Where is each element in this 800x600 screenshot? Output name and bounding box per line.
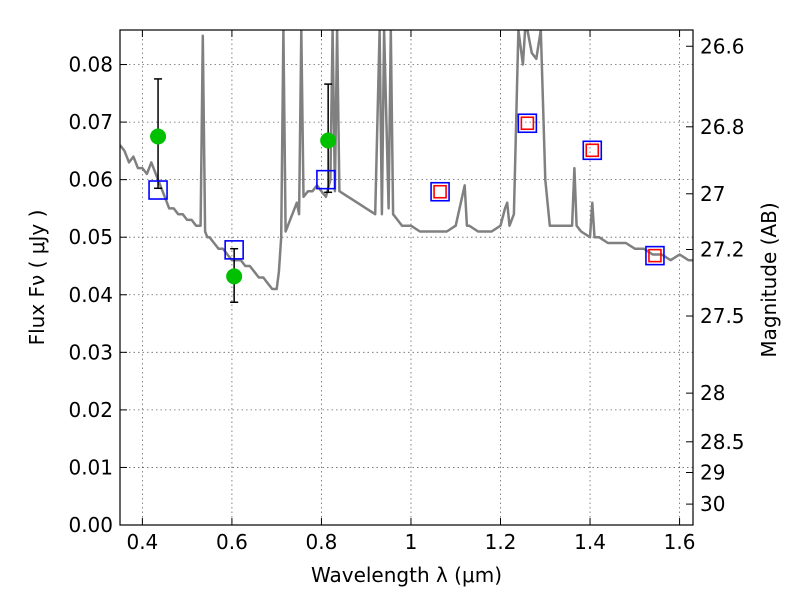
model-band-marker-blue	[582, 140, 603, 161]
y-tick-label: 0.01	[68, 455, 113, 479]
x-tick-label: 1.6	[664, 530, 696, 554]
right-tick-label: 26.8	[700, 115, 745, 139]
y-tick-label: 0.05	[68, 225, 113, 249]
x-axis-label: Wavelength λ (μm)	[311, 563, 502, 587]
y-tick-label: 0.07	[68, 110, 113, 134]
model-band-marker-blue	[148, 180, 168, 200]
right-axis-label: Magnitude (AB)	[757, 202, 781, 357]
y-tick-label: 0.03	[68, 340, 113, 364]
model-band-marker-blue	[645, 245, 665, 266]
model-band-marker-red	[648, 248, 662, 263]
model-spectrum-line	[120, 30, 693, 291]
model-band-marker-red	[433, 184, 447, 199]
right-tick-label: 30	[700, 492, 725, 516]
right-tick-label: 28.5	[700, 430, 745, 454]
right-tick-label: 27.2	[700, 238, 745, 262]
x-tick-label: 0.6	[216, 530, 248, 554]
y-tick-label: 0.04	[68, 283, 113, 307]
y-tick-label: 0.00	[68, 513, 113, 537]
x-tick-label: 0.4	[126, 530, 158, 554]
model-band-marker-blue	[430, 181, 450, 202]
y-axis-label: Flux Fν ( μJy )	[25, 210, 49, 346]
x-tick-label: 1	[405, 530, 418, 554]
observed-point	[226, 268, 243, 285]
right-tick-label: 27	[700, 182, 725, 206]
right-tick-label: 29	[700, 461, 725, 485]
x-tick-label: 0.8	[306, 530, 338, 554]
plot-frame	[119, 29, 694, 526]
y-tick-label: 0.08	[68, 53, 113, 77]
plot-series	[120, 30, 693, 303]
model-band-marker-red	[520, 116, 535, 131]
observed-point	[150, 128, 167, 145]
grid-lines	[120, 30, 693, 526]
right-tick-label: 27.5	[700, 304, 745, 328]
y-tick-label: 0.06	[68, 168, 113, 192]
x-tick-label: 1.2	[485, 530, 517, 554]
x-tick-label: 1.4	[574, 530, 606, 554]
axis-ticks: 0.4 0.6 0.8 1 1.2 1.4 1.6 0.00 0.01 0.02 0.03 0.04 0…	[68, 30, 745, 554]
right-tick-label: 28	[700, 381, 725, 405]
model-band-marker-blue	[224, 240, 244, 260]
observed-point	[320, 132, 337, 149]
y-tick-label: 0.02	[68, 398, 113, 422]
model-band-marker-red	[585, 143, 600, 158]
model-band-marker-blue	[517, 113, 538, 134]
model-band-marker-blue	[316, 169, 336, 190]
right-tick-label: 26.6	[700, 34, 745, 58]
